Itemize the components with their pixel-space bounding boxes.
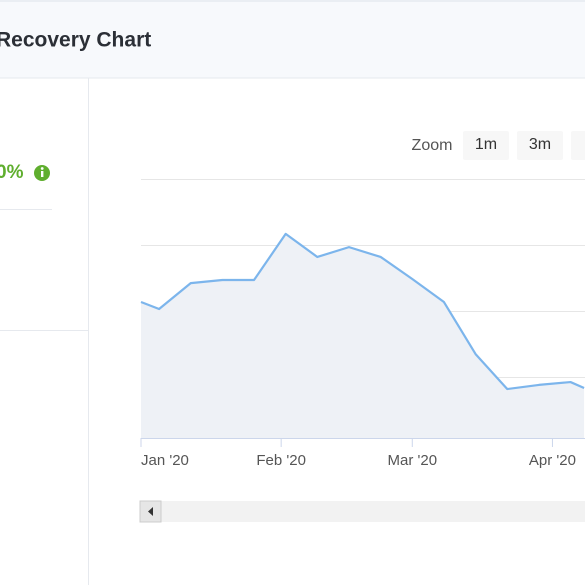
- scroll-arrow: [148, 507, 153, 516]
- zoom-button-label: 3m: [529, 136, 551, 153]
- scrollbar-track[interactable]: [140, 501, 585, 522]
- x-tick-label: Feb '20: [256, 452, 306, 469]
- page-title: Recovery Chart: [0, 29, 151, 52]
- zoom-button[interactable]: [463, 131, 509, 160]
- zoom-button[interactable]: [517, 131, 563, 160]
- header-bar: [0, 0, 585, 78]
- info-icon[interactable]: [34, 165, 50, 181]
- area: [141, 233, 585, 438]
- zoom-label: Zoom: [412, 137, 453, 154]
- line: [140, 232, 585, 391]
- zoom-button-label: 1m: [475, 136, 497, 153]
- x-tick-label: Jan '20: [141, 452, 189, 469]
- x-tick-label: Apr '20: [529, 452, 576, 469]
- x-tick-label: Mar '20: [388, 452, 438, 469]
- summary-value: 0%: [0, 162, 24, 183]
- zoom-button[interactable]: [571, 131, 585, 160]
